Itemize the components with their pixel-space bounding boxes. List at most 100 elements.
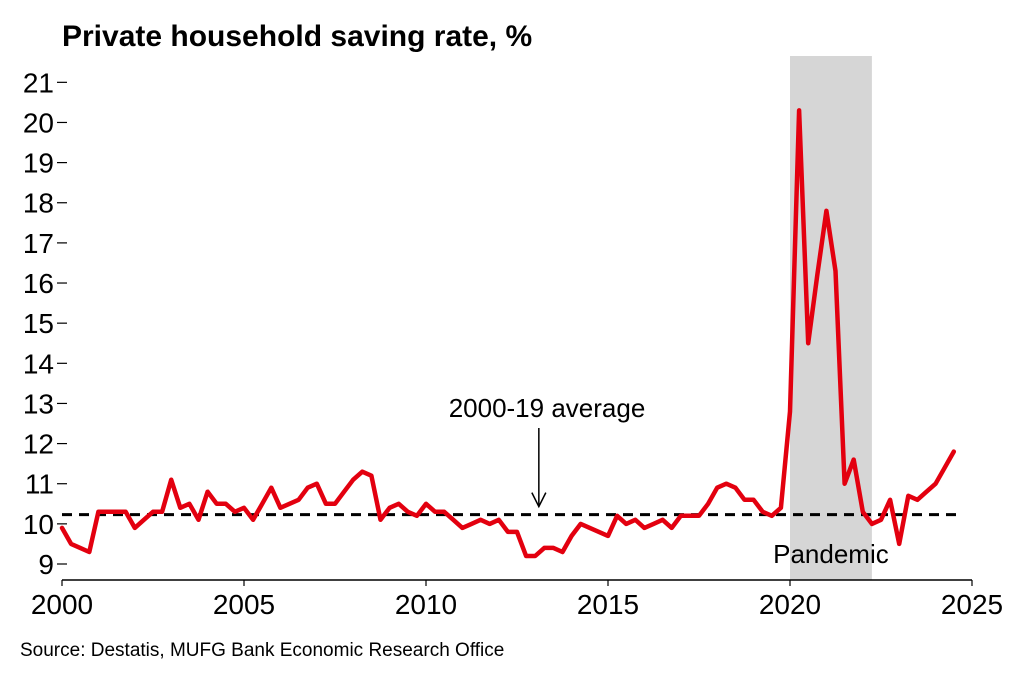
x-tick-label: 2020 xyxy=(759,589,821,620)
data-point xyxy=(925,490,929,494)
data-point xyxy=(770,514,774,518)
data-point xyxy=(224,502,228,506)
data-point xyxy=(642,526,646,530)
data-point xyxy=(433,510,437,514)
data-point xyxy=(151,510,155,514)
data-point xyxy=(624,522,628,526)
data-point xyxy=(952,450,956,454)
y-tick-label: 14 xyxy=(23,348,54,379)
x-tick-label: 2010 xyxy=(395,589,457,620)
data-point xyxy=(479,518,483,522)
data-point xyxy=(806,341,810,345)
x-tick-label: 2025 xyxy=(941,589,1003,620)
data-point xyxy=(815,273,819,277)
data-point xyxy=(379,518,383,522)
y-tick-label: 20 xyxy=(23,107,54,138)
data-point xyxy=(542,546,546,550)
y-tick-label: 13 xyxy=(23,388,54,419)
y-tick-label: 12 xyxy=(23,429,54,460)
data-point xyxy=(752,498,756,502)
data-point xyxy=(442,510,446,514)
data-point xyxy=(306,486,310,490)
data-point xyxy=(743,498,747,502)
data-point xyxy=(333,502,337,506)
data-point xyxy=(715,486,719,490)
data-point xyxy=(551,546,555,550)
data-point xyxy=(78,546,82,550)
data-point xyxy=(133,526,137,530)
data-point xyxy=(688,514,692,518)
data-point xyxy=(706,502,710,506)
data-point xyxy=(288,502,292,506)
data-point xyxy=(397,502,401,506)
data-point xyxy=(260,502,264,506)
data-point xyxy=(533,554,537,558)
y-tick-label: 18 xyxy=(23,188,54,219)
chart-title: Private household saving rate, % xyxy=(62,20,532,53)
data-point xyxy=(351,478,355,482)
saving-rate-line xyxy=(59,108,957,559)
y-tick-label: 17 xyxy=(23,228,54,259)
data-point xyxy=(169,478,173,482)
data-point xyxy=(797,108,801,112)
data-point xyxy=(206,490,210,494)
data-point xyxy=(388,506,392,510)
data-point xyxy=(197,518,201,522)
data-point xyxy=(96,510,100,514)
data-point xyxy=(670,526,674,530)
data-point xyxy=(488,522,492,526)
y-tick-label: 16 xyxy=(23,268,54,299)
data-point xyxy=(124,510,128,514)
y-tick-label: 9 xyxy=(38,549,54,580)
data-point xyxy=(824,209,828,213)
data-point xyxy=(460,526,464,530)
y-tick-label: 15 xyxy=(23,308,54,339)
data-point xyxy=(861,510,865,514)
data-point xyxy=(187,502,191,506)
data-point xyxy=(497,518,501,522)
data-point xyxy=(524,554,528,558)
data-point xyxy=(178,506,182,510)
data-point xyxy=(215,502,219,506)
x-axis: 2000 2005 2010 2015 2020 2025 xyxy=(31,580,1003,620)
data-point xyxy=(570,534,574,538)
x-tick-label: 2005 xyxy=(213,589,275,620)
data-point xyxy=(242,506,246,510)
data-point xyxy=(879,518,883,522)
y-tick-label: 11 xyxy=(25,469,54,500)
data-point xyxy=(906,494,910,498)
data-point xyxy=(834,269,838,273)
data-point xyxy=(779,506,783,510)
source-note: Source: Destatis, MUFG Bank Economic Res… xyxy=(20,640,504,661)
data-point xyxy=(87,550,91,554)
y-tick-label: 21 xyxy=(23,67,54,98)
data-point xyxy=(297,498,301,502)
data-point xyxy=(934,482,938,486)
data-point xyxy=(724,482,728,486)
data-point xyxy=(679,514,683,518)
data-point xyxy=(897,542,901,546)
data-point xyxy=(342,490,346,494)
x-tick-label: 2000 xyxy=(31,589,93,620)
data-point xyxy=(561,550,565,554)
data-point xyxy=(870,522,874,526)
y-axis: 9 10 11 12 13 14 15 16 17 18 19 20 21 xyxy=(23,67,67,580)
data-point xyxy=(697,514,701,518)
y-tick-label: 10 xyxy=(23,509,54,540)
data-point xyxy=(424,502,428,506)
data-point xyxy=(588,526,592,530)
data-point xyxy=(451,518,455,522)
data-point xyxy=(369,474,373,478)
data-point xyxy=(579,522,583,526)
data-point xyxy=(470,522,474,526)
data-point xyxy=(251,518,255,522)
data-point xyxy=(633,518,637,522)
data-point xyxy=(106,510,110,514)
data-point xyxy=(278,506,282,510)
data-point xyxy=(852,458,856,462)
data-point xyxy=(888,498,892,502)
data-point xyxy=(233,510,237,514)
data-point xyxy=(597,530,601,534)
data-point xyxy=(788,410,792,414)
y-tick-label: 19 xyxy=(23,148,54,179)
